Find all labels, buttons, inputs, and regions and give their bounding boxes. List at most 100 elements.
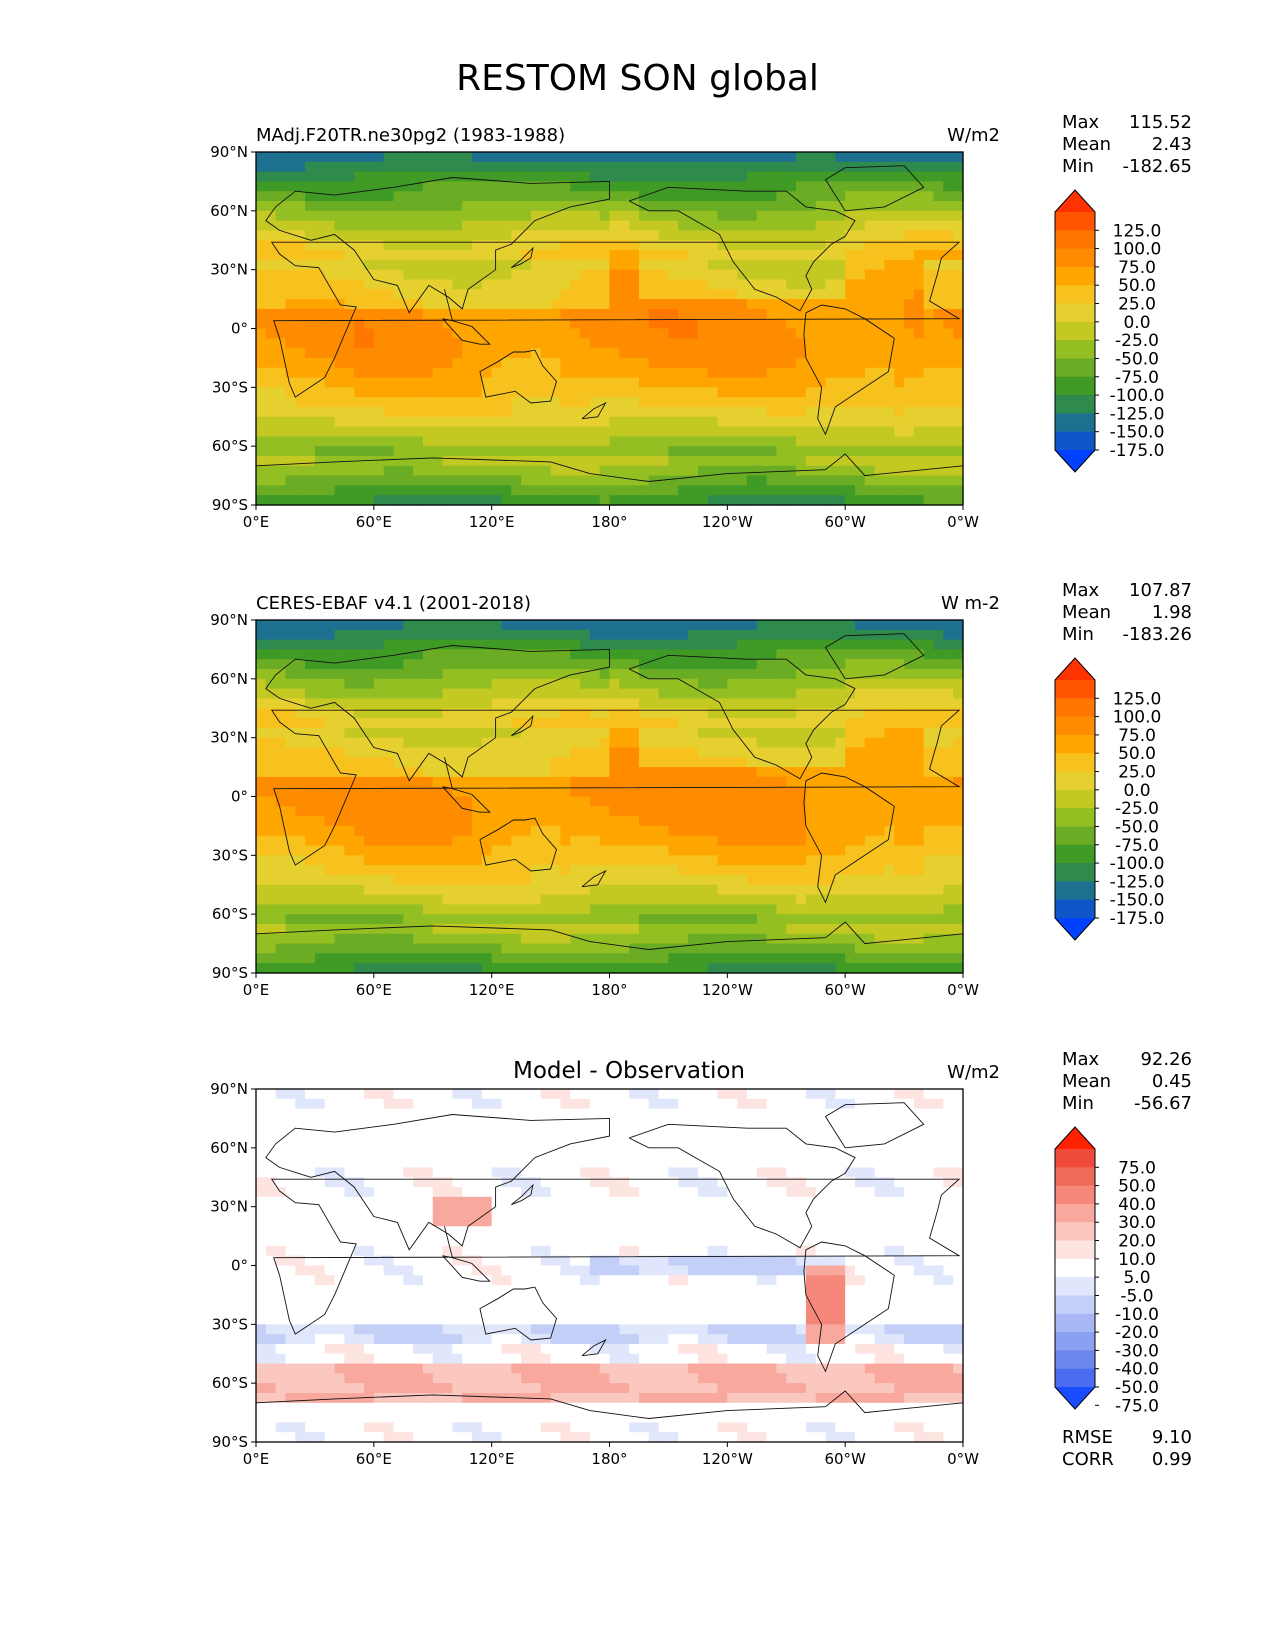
field-cell bbox=[295, 747, 306, 758]
field-cell bbox=[776, 894, 787, 905]
figure-title: RESTOM SON global bbox=[456, 58, 819, 99]
field-cell bbox=[786, 855, 797, 866]
field-cell bbox=[923, 210, 935, 222]
field-cell bbox=[884, 269, 895, 281]
field-cell bbox=[717, 426, 728, 437]
field-cell bbox=[864, 708, 876, 719]
field-cell bbox=[678, 669, 689, 680]
field-cell bbox=[766, 475, 778, 486]
field-cell bbox=[501, 659, 512, 670]
field-cell bbox=[334, 649, 345, 660]
field-cell bbox=[256, 318, 267, 330]
field-cell bbox=[364, 201, 375, 212]
field-cell bbox=[766, 669, 778, 680]
field-cell bbox=[413, 816, 424, 827]
field-cell bbox=[314, 904, 326, 915]
field-cell bbox=[373, 698, 385, 709]
field-cell bbox=[501, 455, 512, 467]
field-cell bbox=[913, 201, 925, 212]
field-cell bbox=[373, 308, 385, 320]
field-cell bbox=[638, 210, 650, 222]
field-cell bbox=[383, 845, 395, 856]
field-cell bbox=[354, 357, 365, 369]
field-cell bbox=[678, 152, 689, 163]
field-cell bbox=[756, 406, 768, 418]
field-cell bbox=[472, 240, 483, 251]
field-cell bbox=[904, 348, 915, 359]
field-cell bbox=[619, 698, 630, 709]
field-cell bbox=[344, 678, 355, 690]
field-cell bbox=[933, 485, 944, 496]
field-cell bbox=[923, 629, 935, 641]
field-cell bbox=[501, 485, 512, 496]
field-cell bbox=[589, 718, 601, 729]
field-cell bbox=[305, 240, 316, 251]
field-cell bbox=[825, 678, 836, 690]
field-cell bbox=[354, 377, 365, 388]
field-cell bbox=[501, 259, 512, 271]
field-cell bbox=[835, 210, 846, 222]
field-cell bbox=[923, 475, 935, 486]
field-cell bbox=[314, 894, 326, 905]
field-cell bbox=[845, 308, 856, 320]
field-cell bbox=[570, 152, 581, 163]
field-cell bbox=[815, 230, 827, 241]
field-cell bbox=[864, 152, 876, 163]
field-cell bbox=[904, 446, 915, 457]
field-cell bbox=[727, 436, 738, 447]
field-cell bbox=[845, 210, 856, 222]
field-cell bbox=[894, 299, 905, 310]
field-cell bbox=[835, 688, 846, 700]
field-cell bbox=[265, 220, 277, 232]
field-cell bbox=[511, 377, 522, 388]
field-cell bbox=[521, 308, 532, 320]
field-cell bbox=[825, 455, 836, 467]
field-cell bbox=[746, 259, 758, 271]
field-cell bbox=[501, 416, 512, 428]
field-cell bbox=[530, 629, 542, 641]
field-cell bbox=[383, 436, 395, 447]
field-cell bbox=[383, 152, 395, 163]
field-cell bbox=[648, 338, 660, 349]
field-cell bbox=[530, 884, 542, 896]
field-cell bbox=[344, 377, 355, 388]
field-cell bbox=[511, 152, 522, 163]
field-cell bbox=[314, 377, 326, 388]
field-cell bbox=[373, 718, 385, 729]
field-cell bbox=[717, 201, 728, 212]
field-cell bbox=[462, 649, 473, 660]
field-cell bbox=[422, 806, 434, 817]
field-cell bbox=[953, 367, 964, 379]
field-cell bbox=[599, 397, 611, 408]
field-cell bbox=[383, 786, 395, 798]
field-cell bbox=[314, 161, 326, 173]
field-cell bbox=[344, 181, 355, 192]
field-cell bbox=[570, 475, 581, 486]
field-cell bbox=[825, 629, 836, 641]
field-cell bbox=[403, 171, 414, 183]
field-cell bbox=[913, 406, 925, 418]
field-cell bbox=[756, 786, 768, 798]
field-cell bbox=[344, 865, 355, 876]
field-cell bbox=[737, 357, 748, 369]
field-cell bbox=[560, 279, 571, 290]
field-cell bbox=[619, 171, 630, 183]
field-cell bbox=[472, 845, 483, 856]
field-cell bbox=[256, 475, 267, 486]
field-cell bbox=[913, 708, 925, 719]
field-cell bbox=[570, 688, 581, 700]
field-cell bbox=[727, 786, 738, 798]
field-cell bbox=[854, 201, 866, 212]
field-cell bbox=[285, 835, 296, 847]
field-cell bbox=[874, 874, 886, 886]
field-cell bbox=[334, 485, 345, 496]
field-cell bbox=[894, 747, 905, 758]
field-cell bbox=[373, 669, 385, 680]
field-cell bbox=[383, 299, 395, 310]
field-cell bbox=[364, 923, 375, 935]
field-cell bbox=[953, 279, 964, 290]
field-cell bbox=[285, 678, 296, 690]
field-cell bbox=[599, 181, 611, 192]
field-cell bbox=[452, 328, 463, 339]
field-cell bbox=[550, 727, 561, 739]
